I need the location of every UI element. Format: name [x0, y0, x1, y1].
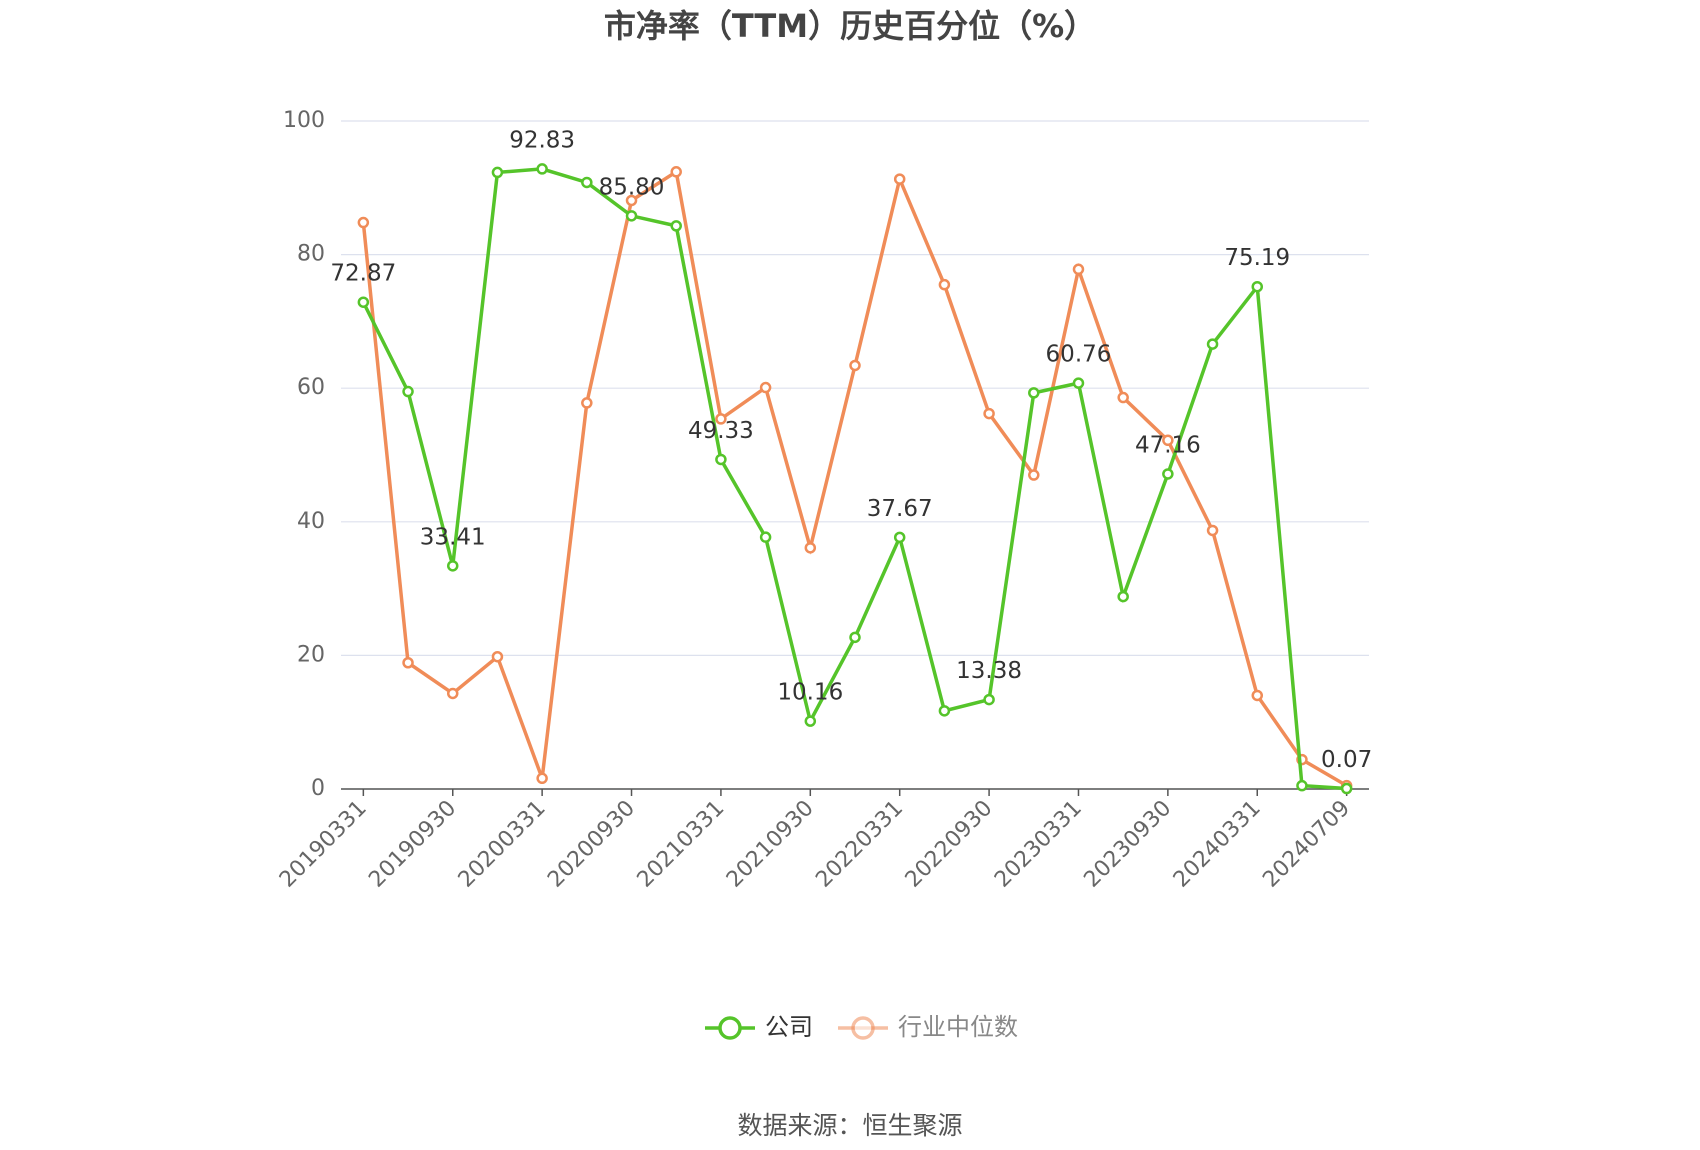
y-tick-label: 100: [283, 108, 325, 133]
data-point: [357, 296, 370, 308]
y-tick-label: 40: [297, 509, 325, 534]
data-point: [625, 194, 638, 207]
data-label: 60.76: [1046, 342, 1112, 368]
data-point: [1251, 280, 1264, 293]
data-point: [1028, 387, 1040, 399]
data-point: [715, 413, 727, 425]
data-point: [491, 166, 504, 179]
data-point: [670, 166, 682, 178]
data-label: 92.83: [509, 127, 575, 153]
data-point: [581, 397, 593, 409]
data-point: [804, 715, 817, 727]
data-point: [1162, 468, 1174, 480]
data-label: 72.87: [330, 261, 396, 287]
x-tick-label: 20220331: [811, 796, 908, 893]
x-tick-label: 20210331: [633, 796, 730, 893]
data-label: 37.67: [867, 496, 933, 522]
x-tick-label: 20200930: [543, 796, 640, 893]
x-tick-label: 20190331: [275, 796, 372, 893]
data-point: [849, 359, 861, 372]
source-note: 数据来源：恒生聚源: [737, 1111, 962, 1140]
legend-marker: [718, 1016, 742, 1040]
data-point: [625, 210, 638, 222]
data-point: [1117, 391, 1129, 404]
data-point: [1117, 590, 1129, 603]
data-point: [938, 705, 951, 717]
data-point: [402, 385, 414, 398]
data-point: [446, 560, 459, 572]
data-point: [402, 656, 414, 669]
data-point: [1206, 338, 1219, 350]
data-point: [536, 163, 548, 175]
data-label: 85.80: [599, 174, 665, 200]
data-point: [581, 176, 593, 189]
y-tick-label: 0: [311, 776, 325, 801]
data-point: [1206, 524, 1219, 537]
data-point: [357, 216, 370, 229]
series-line: [361, 168, 1348, 788]
data-point: [536, 772, 548, 785]
data-label: 13.38: [956, 658, 1022, 684]
data-label: 10.16: [777, 680, 843, 706]
y-tick-label: 20: [297, 642, 325, 667]
data-point: [983, 693, 995, 706]
data-point: [1028, 469, 1040, 481]
data-label: 47.16: [1135, 432, 1201, 458]
data-point: [1162, 434, 1174, 447]
data-point: [893, 531, 906, 544]
data-point: [1296, 779, 1308, 792]
x-tick-label: 20210930: [722, 796, 819, 893]
data-point: [759, 381, 772, 394]
x-tick-label: 20230331: [990, 796, 1087, 893]
y-tick-label: 60: [297, 375, 325, 400]
data-label: 0.07: [1321, 747, 1372, 773]
legend-label: 公司: [765, 1013, 813, 1041]
chart-title: 市净率（TTM）历史百分位（%）: [604, 7, 1096, 45]
data-point: [670, 220, 682, 232]
x-tick-label: 20240709: [1258, 796, 1355, 893]
data-point: [849, 631, 861, 644]
data-point: [983, 407, 995, 420]
data-point: [804, 542, 817, 554]
y-tick-label: 80: [297, 242, 325, 267]
x-tick-label: 20190930: [364, 796, 461, 893]
data-point: [1072, 263, 1085, 276]
x-tick-label: 20240331: [1169, 796, 1266, 893]
x-tick-label: 20230930: [1079, 796, 1176, 893]
data-label: 75.19: [1224, 245, 1290, 271]
x-tick-label: 20220930: [901, 796, 998, 893]
data-point: [1340, 782, 1353, 795]
data-point: [491, 650, 504, 663]
legend-label: 行业中位数: [898, 1013, 1018, 1041]
data-point: [715, 453, 727, 466]
x-tick-label: 20200331: [454, 796, 551, 893]
data-point: [1251, 689, 1264, 702]
legend-marker: [851, 1016, 875, 1040]
data-point: [446, 687, 459, 700]
data-point: [759, 531, 772, 543]
data-point: [893, 173, 906, 185]
data-point: [938, 278, 951, 291]
data-label: 49.33: [688, 418, 754, 444]
data-label: 33.41: [420, 524, 486, 550]
data-point: [1072, 377, 1085, 389]
